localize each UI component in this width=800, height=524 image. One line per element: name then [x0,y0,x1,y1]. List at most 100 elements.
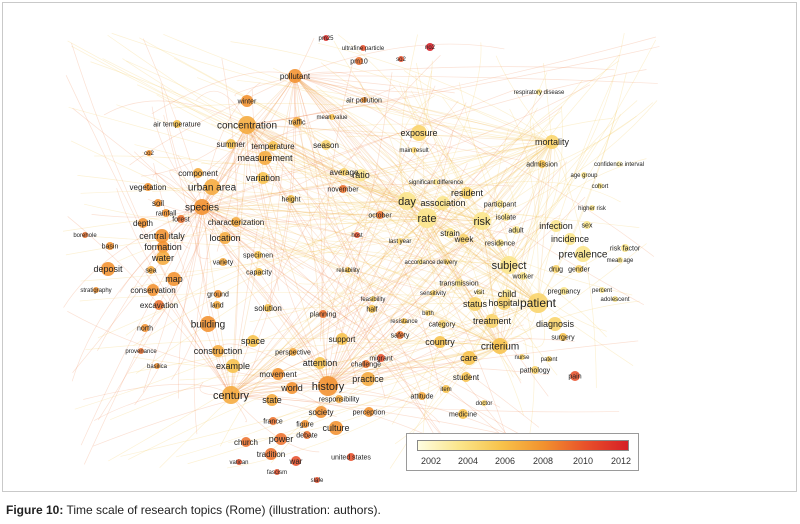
term-node[interactable] [519,354,525,360]
term-node[interactable] [361,372,375,386]
term-node[interactable] [360,45,366,51]
term-node[interactable] [368,305,376,313]
term-node[interactable] [219,258,227,266]
term-node[interactable] [398,192,416,210]
term-node[interactable] [222,386,240,404]
term-node[interactable] [241,437,251,447]
term-node[interactable] [476,289,482,295]
term-node[interactable] [154,300,164,310]
term-node[interactable] [314,477,320,483]
term-node[interactable] [314,357,326,369]
term-node[interactable] [575,246,591,262]
term-node[interactable] [616,161,622,167]
term-node[interactable] [236,459,242,465]
term-node[interactable] [355,169,367,181]
term-node[interactable] [436,196,450,210]
term-node[interactable] [398,56,404,62]
term-node[interactable] [241,95,253,107]
term-node[interactable] [444,259,450,265]
term-node[interactable] [462,351,476,365]
term-node[interactable] [621,244,629,252]
term-node[interactable] [401,318,407,324]
term-node[interactable] [254,251,262,259]
term-node[interactable] [213,301,221,309]
term-node[interactable] [144,183,152,191]
term-node[interactable] [589,205,595,211]
term-node[interactable] [226,359,240,373]
term-node[interactable] [583,221,591,229]
term-node[interactable] [339,185,347,193]
term-node[interactable] [289,348,297,356]
term-node[interactable] [258,151,272,165]
term-node[interactable] [147,266,155,274]
term-node[interactable] [361,97,367,103]
term-node[interactable] [219,232,231,244]
term-node[interactable] [173,120,181,128]
term-node[interactable] [318,376,338,396]
term-node[interactable] [459,234,469,244]
term-node[interactable] [458,409,468,419]
term-node[interactable] [492,338,508,354]
term-node[interactable] [274,469,280,475]
term-node[interactable] [177,215,185,223]
term-node[interactable] [194,199,210,215]
term-node[interactable] [138,218,148,228]
term-node[interactable] [434,336,446,348]
term-node[interactable] [564,233,576,245]
term-node[interactable] [275,433,287,445]
term-node[interactable] [581,172,587,178]
term-node[interactable] [266,394,278,406]
term-node[interactable] [433,179,439,185]
term-node[interactable] [597,183,603,189]
term-node[interactable] [455,279,463,287]
term-node[interactable] [496,239,504,247]
term-node[interactable] [438,320,446,328]
term-node[interactable] [238,116,256,134]
term-node[interactable] [546,356,552,362]
term-node[interactable] [272,368,284,380]
term-node[interactable] [531,366,539,374]
term-node[interactable] [93,287,99,293]
term-node[interactable] [193,168,203,178]
term-node[interactable] [154,363,160,369]
term-node[interactable] [340,168,348,176]
term-node[interactable] [268,141,278,151]
term-node[interactable] [226,139,236,149]
term-node[interactable] [323,35,329,41]
term-node[interactable] [336,333,348,345]
term-node[interactable] [212,345,224,357]
term-node[interactable] [552,265,560,273]
term-node[interactable] [347,453,355,461]
term-node[interactable] [231,217,241,227]
term-node[interactable] [536,89,542,95]
term-node[interactable] [485,314,499,328]
term-node[interactable] [335,395,343,403]
term-node[interactable] [303,431,311,439]
term-node[interactable] [426,43,434,51]
term-node[interactable] [156,251,170,265]
term-node[interactable] [138,348,144,354]
term-node[interactable] [269,417,277,425]
term-node[interactable] [550,220,562,232]
term-node[interactable] [154,199,162,207]
term-node[interactable] [496,200,504,208]
term-node[interactable] [425,310,431,316]
term-node[interactable] [345,267,351,273]
term-node[interactable] [247,335,259,347]
term-node[interactable] [292,117,302,127]
term-node[interactable] [559,333,567,341]
term-node[interactable] [301,420,309,428]
term-node[interactable] [257,172,269,184]
term-node[interactable] [287,195,295,203]
term-node[interactable] [354,232,360,238]
term-node[interactable] [461,372,471,382]
term-node[interactable] [319,310,327,318]
term-node[interactable] [397,238,403,244]
term-node[interactable] [362,360,370,368]
term-node[interactable] [329,114,335,120]
term-node[interactable] [545,135,559,149]
term-node[interactable] [370,296,376,302]
term-node[interactable] [162,209,170,217]
term-node[interactable] [528,293,548,313]
term-node[interactable] [264,304,272,312]
